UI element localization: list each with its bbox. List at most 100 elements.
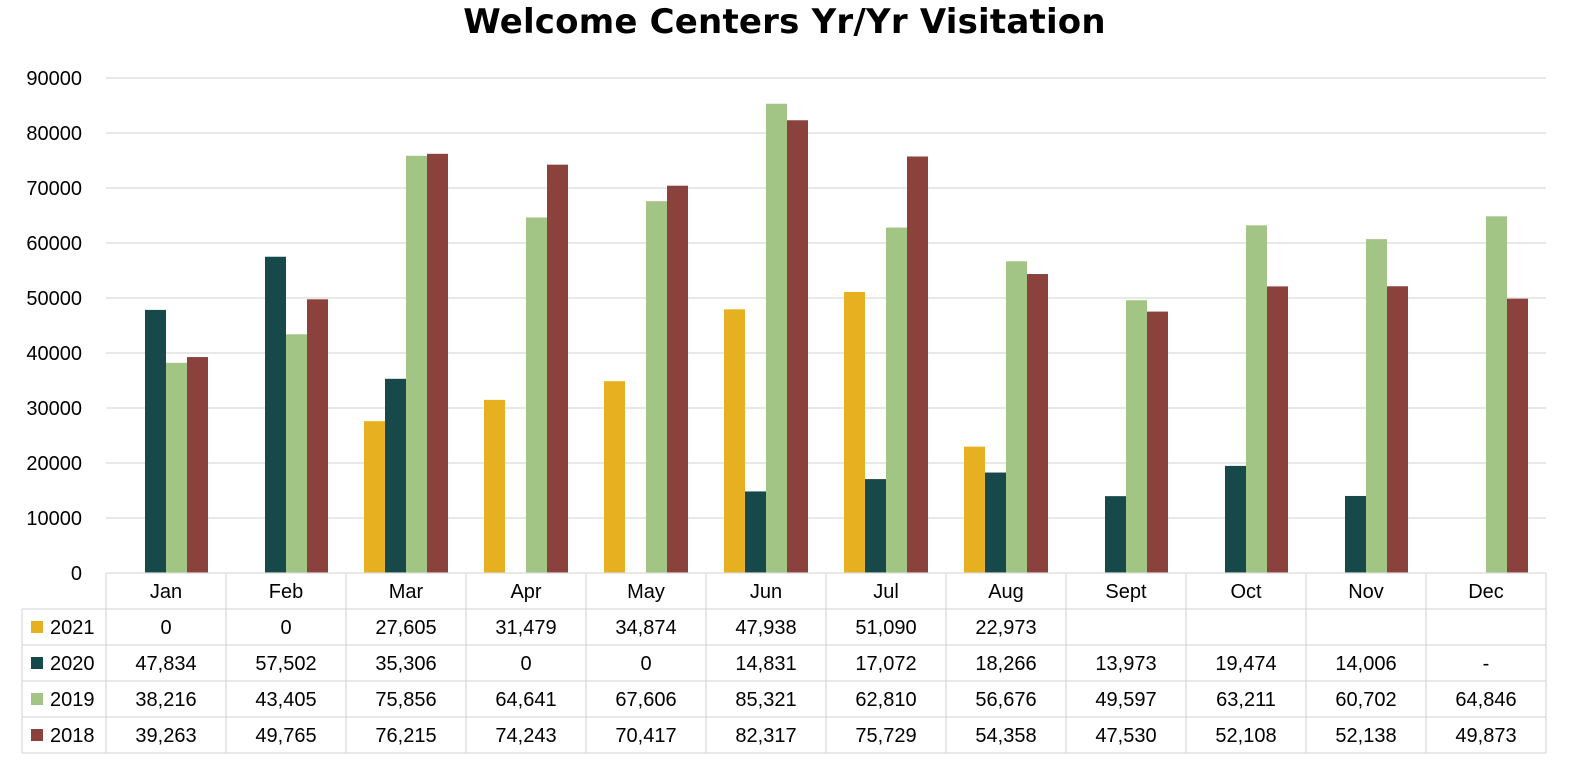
x-category-label: Nov <box>1348 581 1384 603</box>
x-category-label: Mar <box>389 581 424 603</box>
table-value: 63,211 <box>1216 689 1276 711</box>
gridlines <box>106 77 1546 519</box>
bar-2018-sept <box>1147 311 1168 573</box>
bar-2019-jan <box>166 362 187 573</box>
table-value: 60,702 <box>1335 689 1396 711</box>
bar-2018-apr <box>547 164 568 573</box>
bar-2020-jun <box>745 491 766 573</box>
bar-2020-nov <box>1345 495 1366 573</box>
table-value: 22,973 <box>975 617 1036 639</box>
y-tick-label: 0 <box>71 563 82 585</box>
table-value: 64,641 <box>495 689 556 711</box>
table-value: 14,831 <box>735 653 796 675</box>
bar-2020-mar <box>385 378 406 573</box>
table-value: 51,090 <box>855 617 916 639</box>
bar-2021-jun <box>724 309 745 573</box>
table-value: 47,938 <box>735 617 796 639</box>
bar-2020-feb <box>265 256 286 573</box>
table-value: 76,215 <box>375 725 436 747</box>
bar-2021-jul <box>844 292 865 573</box>
bar-2019-jul <box>886 227 907 574</box>
y-tick-label: 50000 <box>26 288 82 310</box>
table-value: 31,479 <box>495 617 556 639</box>
legend-key-2018 <box>31 729 43 741</box>
table-value: 47,834 <box>135 653 196 675</box>
bar-2019-mar <box>406 155 427 574</box>
legend-key-2021 <box>31 621 43 633</box>
legend-label: 2018 <box>50 725 95 747</box>
table-value: 19,474 <box>1215 653 1276 675</box>
chart-title: Welcome Centers Yr/Yr Visitation <box>463 2 1106 42</box>
table-value: 49,873 <box>1455 725 1516 747</box>
y-tick-label: 20000 <box>26 453 82 475</box>
bar-2019-apr <box>526 217 547 574</box>
x-category-label: Jan <box>150 581 182 603</box>
bar-2020-jan <box>145 309 166 573</box>
table-value: 64,846 <box>1455 689 1516 711</box>
table-value: - <box>1483 653 1490 675</box>
table-value: 14,006 <box>1335 653 1396 675</box>
bar-2019-sept <box>1126 300 1147 573</box>
table-value: 82,317 <box>735 725 796 747</box>
table-value: 62,810 <box>855 689 916 711</box>
table-value: 0 <box>640 653 651 675</box>
bar-2020-aug <box>985 472 1006 573</box>
bar-2019-nov <box>1366 239 1387 573</box>
bar-2018-nov <box>1387 286 1408 573</box>
y-tick-label: 10000 <box>26 508 82 530</box>
table-value: 75,856 <box>375 689 436 711</box>
table-value: 85,321 <box>735 689 796 711</box>
bar-2020-sept <box>1105 496 1126 573</box>
bar-2021-may <box>604 381 625 573</box>
bar-2019-feb <box>286 334 307 573</box>
table-value: 39,263 <box>135 725 196 747</box>
bar-2019-oct <box>1246 225 1267 574</box>
x-category-label: Jul <box>873 581 899 603</box>
table-value: 52,108 <box>1215 725 1276 747</box>
table-value: 34,874 <box>615 617 676 639</box>
x-category-label: Aug <box>988 581 1024 603</box>
legend-label: 2019 <box>50 689 95 711</box>
x-category-label: Sept <box>1105 581 1147 603</box>
table-value: 56,676 <box>975 689 1036 711</box>
y-tick-label: 40000 <box>26 343 82 365</box>
y-tick-label: 80000 <box>26 123 82 145</box>
bar-2018-aug <box>1027 274 1048 573</box>
bar-2018-jul <box>907 156 928 574</box>
bar-2021-aug <box>964 446 985 573</box>
y-tick-label: 90000 <box>26 68 82 90</box>
bars <box>145 103 1528 574</box>
bar-2018-may <box>667 185 688 574</box>
x-category-label: Dec <box>1468 581 1504 603</box>
table-value: 0 <box>160 617 171 639</box>
bar-2018-feb <box>307 299 328 573</box>
table-value: 0 <box>520 653 531 675</box>
x-category-label: Jun <box>750 581 782 603</box>
bar-2018-jun <box>787 120 808 573</box>
table-value: 67,606 <box>615 689 676 711</box>
bar-2019-aug <box>1006 261 1027 573</box>
bar-2019-dec <box>1486 216 1507 574</box>
bar-2020-oct <box>1225 465 1246 573</box>
table-value: 54,358 <box>975 725 1036 747</box>
table-value: 47,530 <box>1095 725 1156 747</box>
table-value: 49,765 <box>255 725 316 747</box>
legend-key-2020 <box>31 657 43 669</box>
bar-2021-apr <box>484 399 505 573</box>
legend-label: 2020 <box>50 653 95 675</box>
table-value: 75,729 <box>855 725 916 747</box>
x-category-label: Oct <box>1230 581 1262 603</box>
y-axis-tick-labels: 0 10000 20000 30000 40000 50000 60000 70000 8000… <box>26 68 82 585</box>
x-category-label: May <box>627 581 665 603</box>
table-value: 18,266 <box>975 653 1036 675</box>
bar-2018-dec <box>1507 298 1528 573</box>
x-category-label: Feb <box>269 581 303 603</box>
y-tick-label: 70000 <box>26 178 82 200</box>
legend-label: 2021 <box>50 617 95 639</box>
bar-2021-mar <box>364 421 385 573</box>
bar-2020-jul <box>865 479 886 573</box>
table-value: 74,243 <box>495 725 556 747</box>
bar-2018-mar <box>427 153 448 573</box>
